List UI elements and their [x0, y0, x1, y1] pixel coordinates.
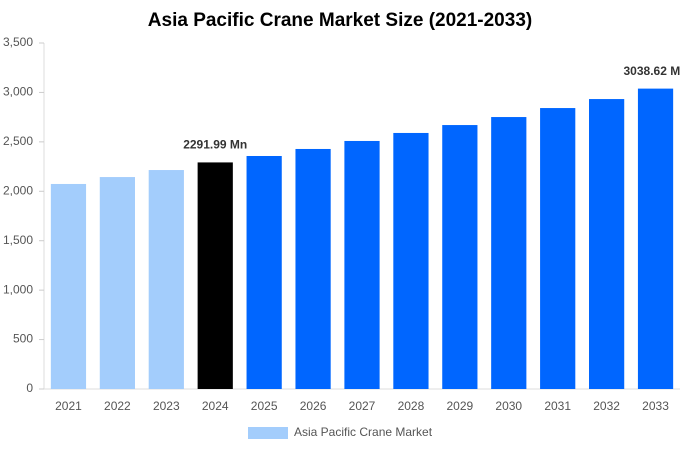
y-tick-label: 500 [13, 332, 33, 346]
bar [148, 170, 184, 389]
bar [50, 183, 87, 389]
y-tick-label: 0 [26, 381, 33, 395]
bar [442, 125, 478, 390]
x-tick-label: 2032 [593, 399, 620, 413]
x-tick-label: 2030 [495, 399, 522, 413]
y-tick-label: 3,000 [3, 85, 33, 99]
bar [540, 108, 576, 389]
x-tick-label: 2023 [153, 399, 180, 413]
bar [246, 155, 282, 389]
x-tick-label: 2031 [544, 399, 571, 413]
x-tick-label: 2033 [642, 399, 669, 413]
bar [393, 132, 429, 389]
bar [99, 177, 135, 389]
x-tick-label: 2022 [104, 399, 131, 413]
y-tick-label: 2,000 [3, 183, 33, 197]
bar [589, 99, 625, 389]
value-label: 2291.99 Mn [183, 138, 247, 152]
x-tick-label: 2029 [446, 399, 473, 413]
y-tick-label: 2,500 [3, 134, 33, 148]
bar [491, 117, 527, 389]
x-tick-label: 2026 [300, 399, 327, 413]
chart-title: Asia Pacific Crane Market Size (2021-203… [148, 10, 532, 31]
legend-label: Asia Pacific Crane Market [294, 425, 433, 439]
bar [637, 88, 674, 389]
bar [197, 162, 233, 389]
y-tick-label: 1,000 [3, 282, 33, 296]
y-tick-label: 1,500 [3, 233, 33, 247]
x-tick-label: 2027 [349, 399, 376, 413]
x-tick-label: 2025 [251, 399, 278, 413]
bar [344, 140, 380, 389]
y-tick-label: 3,500 [3, 35, 33, 49]
bar [295, 148, 331, 389]
x-tick-label: 2024 [202, 399, 229, 413]
x-tick-label: 2028 [398, 399, 425, 413]
x-tick-label: 2021 [55, 399, 82, 413]
value-label: 3038.62 Mn [624, 64, 680, 78]
legend-swatch [248, 427, 288, 439]
